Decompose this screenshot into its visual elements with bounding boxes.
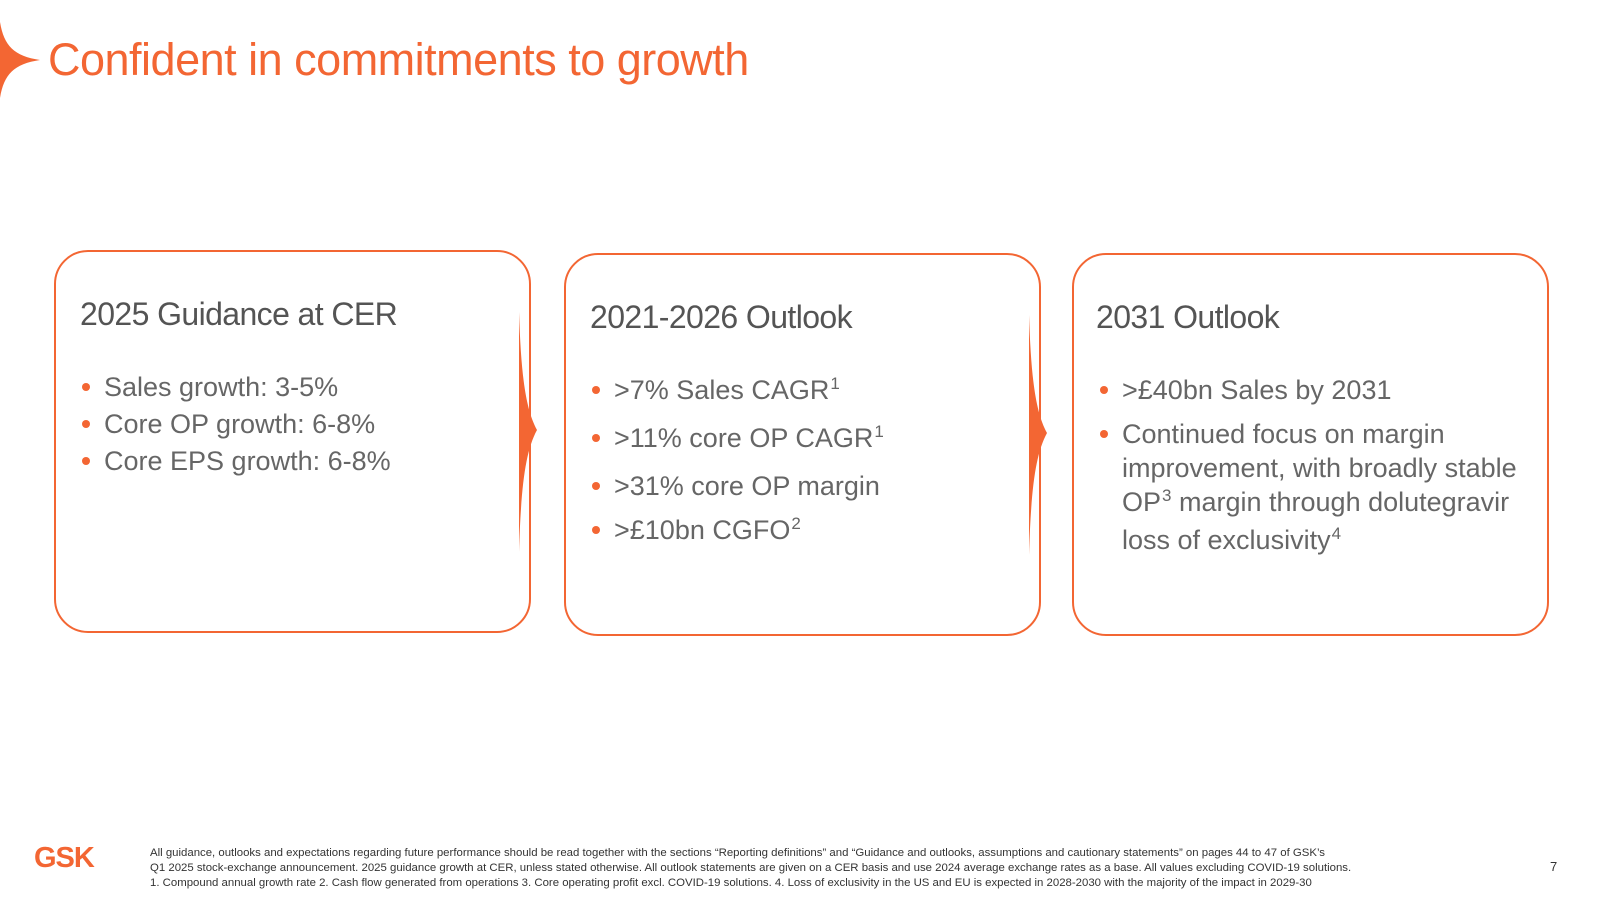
chevron-right-connector-icon xyxy=(519,312,537,552)
list-item: >7% Sales CAGR1 xyxy=(590,373,1010,411)
card-heading: 2031 Outlook xyxy=(1096,299,1280,335)
footnote-ref: 1 xyxy=(830,374,840,393)
bullet-list: >7% Sales CAGR1 >11% core OP CAGR1 >31% … xyxy=(590,373,1010,561)
footnote: All guidance, outlooks and expectations … xyxy=(150,846,1540,891)
footnote-ref: 2 xyxy=(791,514,801,533)
corner-star-icon xyxy=(0,22,40,98)
footnote-ref: 1 xyxy=(874,422,884,441)
footnote-line: All guidance, outlooks and expectations … xyxy=(150,847,1326,859)
gsk-logo: GSK xyxy=(34,843,96,871)
guidance-2025-card: 2025 Guidance at CER Sales growth: 3-5% … xyxy=(54,250,531,633)
footnote-ref: 4 xyxy=(1331,524,1342,543)
list-item: >£40bn Sales by 2031 xyxy=(1098,373,1518,407)
list-item: >11% core OP CAGR1 xyxy=(590,421,1010,459)
outlook-2021-2026-card: 2021-2026 Outlook >7% Sales CAGR1 >11% c… xyxy=(564,253,1041,636)
list-item: Sales growth: 3-5% xyxy=(80,370,500,404)
footnote-line: Q1 2025 stock-exchange announcement. 202… xyxy=(150,862,1352,874)
bullet-list: Sales growth: 3-5% Core OP growth: 6-8% … xyxy=(80,370,500,481)
svg-text:GSK: GSK xyxy=(34,843,95,871)
card-heading: 2025 Guidance at CER xyxy=(80,296,398,332)
chevron-right-connector-icon xyxy=(1029,315,1047,555)
footnote-ref: 3 xyxy=(1162,486,1172,505)
footnote-line: 1. Compound annual growth rate 2. Cash f… xyxy=(150,877,1312,889)
page-number: 7 xyxy=(1550,859,1558,874)
list-item: >31% core OP margin xyxy=(590,469,1010,503)
list-item: >£10bn CGFO2 xyxy=(590,513,1010,551)
page-title: Confident in commitments to growth xyxy=(48,34,749,85)
list-item: Core OP growth: 6-8% xyxy=(80,407,500,441)
list-item: Core EPS growth: 6-8% xyxy=(80,444,500,478)
bullet-list: >£40bn Sales by 2031 Continued focus on … xyxy=(1098,373,1518,571)
list-item: Continued focus on margin improvement, w… xyxy=(1098,417,1518,561)
outlook-2031-card: 2031 Outlook >£40bn Sales by 2031 Contin… xyxy=(1072,253,1549,636)
card-heading: 2021-2026 Outlook xyxy=(590,299,853,335)
